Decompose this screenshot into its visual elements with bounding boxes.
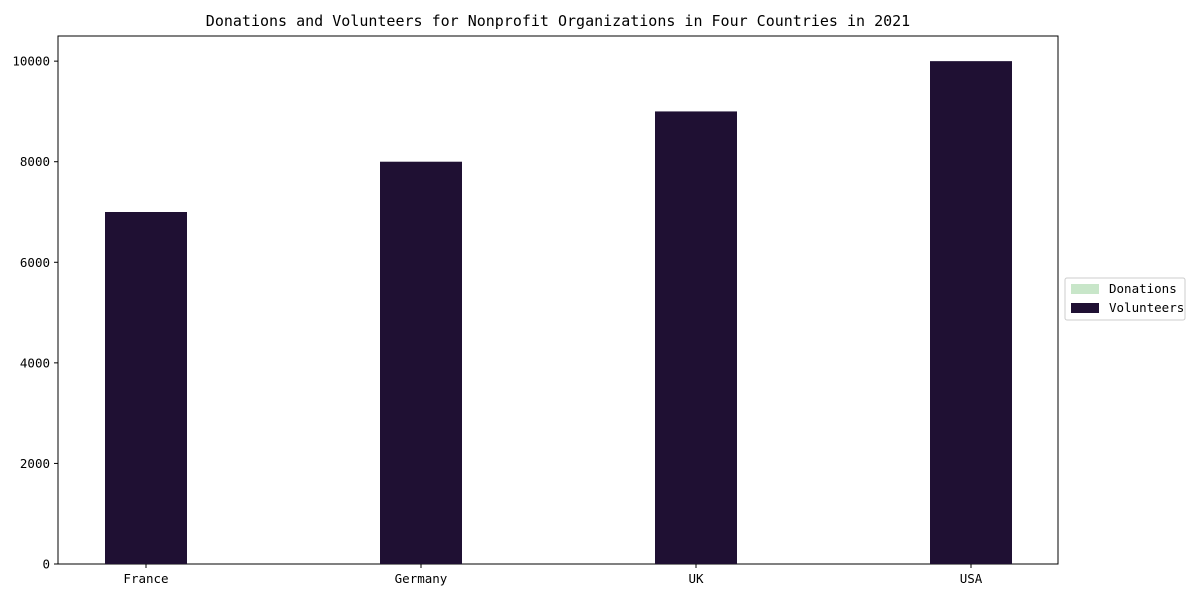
x-tick-label: USA (960, 571, 983, 586)
x-tick-label: Germany (395, 571, 448, 586)
legend-swatch-volunteers (1071, 303, 1099, 313)
legend-label-donations: Donations (1109, 281, 1177, 296)
y-tick-label: 8000 (20, 154, 50, 169)
legend: Donations Volunteers (1064, 277, 1186, 321)
y-tick-label: 6000 (20, 255, 50, 270)
x-tick-label: UK (688, 571, 704, 586)
bar-volunteers-uk (655, 111, 737, 564)
bar-volunteers-usa (930, 61, 1012, 565)
x-tick-label: France (123, 571, 168, 586)
bar-volunteers-france (105, 212, 187, 564)
legend-swatch-donations (1071, 284, 1099, 294)
chart-title: Donations and Volunteers for Nonprofit O… (206, 12, 910, 30)
plot-area: 0 2000 4000 6000 8000 10000 France Germany UK USA (12, 35, 1059, 586)
bar-volunteers-germany (380, 161, 462, 564)
legend-label-volunteers: Volunteers (1109, 300, 1184, 315)
y-tick-label: 0 (42, 557, 50, 572)
axes-frame (57, 35, 1059, 565)
y-tick-label: 2000 (20, 456, 50, 471)
y-tick-label: 10000 (12, 54, 50, 69)
y-tick-label: 4000 (20, 355, 50, 370)
